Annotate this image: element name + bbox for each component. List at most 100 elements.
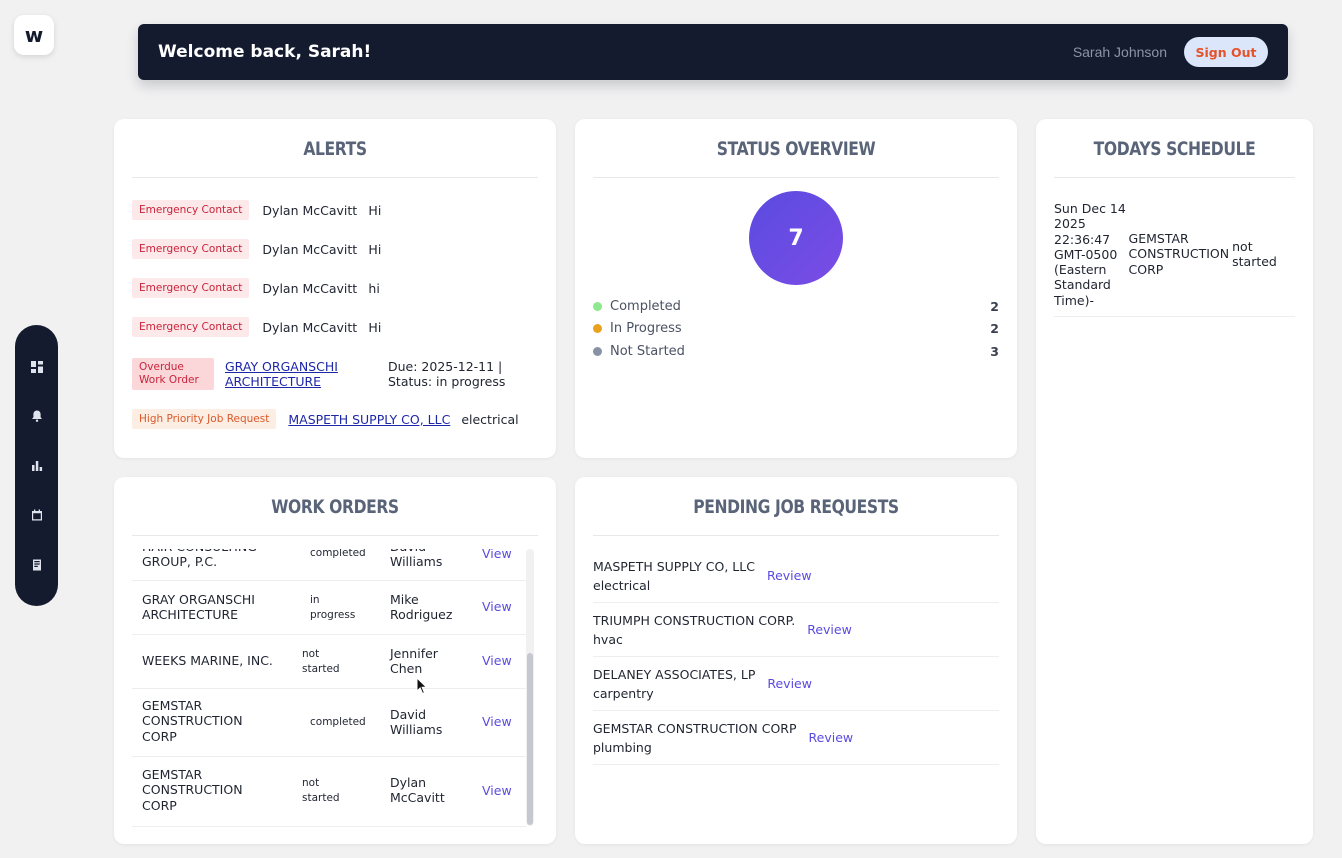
divider [1054,177,1295,178]
nav-documents[interactable] [23,551,51,579]
legend-not-started: Not Started 3 [593,344,999,359]
pending-title: PENDING JOB REQUESTS [615,477,977,535]
bell-icon [31,410,43,422]
job-request-company: GEMSTAR CONSTRUCTION CORP [593,719,797,738]
job-request-company: DELANEY ASSOCIATES, LP [593,665,755,684]
scrollbar-thumb[interactable] [527,653,533,825]
work-order-technician: Jennifer Chen [390,646,470,677]
work-order-status: completed [310,549,370,561]
job-request-trade: electrical [593,576,755,595]
list-item: DELANEY ASSOCIATES, LP carpentry Review [593,657,999,711]
work-order-link[interactable]: GRAY ORGANSCHI ARCHITECTURE [225,359,355,389]
alert-item[interactable]: Emergency Contact Dylan McCavitt hi [132,278,538,298]
list-item: TRIUMPH CONSTRUCTION CORP. hvac Review [593,603,999,657]
job-request-trade: plumbing [593,738,797,757]
table-row: GEMSTAR CONSTRUCTION CORP completed Davi… [132,689,526,757]
legend-count: 3 [990,344,999,359]
scrollbar[interactable] [526,549,534,826]
divider [132,177,538,178]
pending-job-requests-card: PENDING JOB REQUESTS MASPETH SUPPLY CO, … [575,477,1017,844]
legend-in-progress: In Progress 2 [593,321,999,336]
table-row: WEEKS MARINE, INC. not started Jennifer … [132,635,526,689]
todays-schedule-card: TODAYS SCHEDULE Sun Dec 14 2025 22:36:47… [1036,119,1313,844]
alert-item[interactable]: Emergency Contact Dylan McCavitt Hi [132,200,538,220]
nav-reports[interactable] [23,452,51,480]
table-row: GRAY ORGANSCHI ARCHITECTURE in progress … [132,581,526,635]
divider [132,535,538,536]
emergency-badge: Emergency Contact [132,200,249,220]
work-order-technician: Mike Rodriguez [390,592,470,623]
view-link[interactable]: View [482,549,512,561]
alert-item[interactable]: Emergency Contact Dylan McCavitt Hi [132,239,538,259]
mouse-cursor-icon [416,677,428,695]
nav-dashboard[interactable] [23,353,51,381]
job-request-info: TRIUMPH CONSTRUCTION CORP. hvac [593,611,795,649]
alert-message: hi [368,281,379,296]
work-order-status: not started [302,776,342,806]
job-request-info: MASPETH SUPPLY CO, LLC electrical [593,557,755,595]
view-link[interactable]: View [482,599,512,614]
work-orders-list[interactable]: HAIR CONSULTING GROUP, P.C. completed Da… [132,549,526,831]
emergency-badge: Emergency Contact [132,239,249,259]
list-item: MASPETH SUPPLY CO, LLC electrical Review [593,549,999,603]
logo-text: w [25,23,43,47]
work-order-status: not started [302,647,342,677]
alert-contact-name: Dylan McCavitt [262,242,368,257]
schedule-item[interactable]: Sun Dec 14 2025 22:36:47 GMT-0500 (Easte… [1054,201,1295,308]
in-progress-dot [593,324,602,333]
legend-completed: Completed 2 [593,299,999,314]
alerts-card: ALERTS Emergency Contact Dylan McCavitt … [114,119,556,458]
table-row: GEMSTAR CONSTRUCTION CORP not started Dy… [132,757,526,827]
alert-trade: electrical [461,412,518,427]
dashboard-icon [31,361,43,373]
work-order-status: completed [310,715,370,730]
user-name: Sarah Johnson [1073,44,1167,60]
job-request-company: MASPETH SUPPLY CO, LLC [593,557,755,576]
emergency-badge: Emergency Contact [132,278,249,298]
alert-item[interactable]: High Priority Job Request MASPETH SUPPLY… [132,409,538,429]
sign-out-button[interactable]: Sign Out [1184,37,1268,67]
calendar-icon [31,509,43,521]
nav-alerts[interactable] [23,402,51,430]
review-link[interactable]: Review [809,730,854,745]
work-order-company: GRAY ORGANSCHI ARCHITECTURE [142,592,282,623]
job-request-link[interactable]: MASPETH SUPPLY CO, LLC [288,412,450,427]
divider [593,535,999,536]
app-logo[interactable]: w [14,15,54,55]
legend-label: Not Started [610,344,685,359]
schedule-title: TODAYS SCHEDULE [1061,119,1288,177]
user-area: Sarah Johnson Sign Out [1073,37,1268,67]
review-link[interactable]: Review [807,622,852,637]
work-orders-title: WORK ORDERS [154,477,516,535]
job-request-trade: hvac [593,630,795,649]
work-order-technician: Dylan McCavitt [390,775,470,806]
bar-chart-icon [31,460,43,472]
alert-item[interactable]: Emergency Contact Dylan McCavitt Hi [132,317,538,337]
schedule-time: Sun Dec 14 2025 22:36:47 GMT-0500 (Easte… [1054,201,1129,308]
alert-contact-name: Dylan McCavitt [262,320,368,335]
alert-message: Hi [368,242,381,257]
view-link[interactable]: View [482,714,512,729]
review-link[interactable]: Review [767,568,812,583]
alert-contact-name: Dylan McCavitt [262,203,368,218]
view-link[interactable]: View [482,653,512,668]
completed-dot [593,302,602,311]
job-request-info: GEMSTAR CONSTRUCTION CORP plumbing [593,719,797,757]
view-link[interactable]: View [482,783,512,798]
work-order-company: GEMSTAR CONSTRUCTION CORP [142,698,252,744]
alert-item[interactable]: Overdue Work Order GRAY ORGANSCHI ARCHIT… [132,358,538,390]
not-started-dot [593,347,602,356]
alert-message: Hi [368,203,381,218]
legend-label: In Progress [610,321,682,336]
nav-calendar[interactable] [23,501,51,529]
job-request-trade: carpentry [593,684,755,703]
schedule-status: not started [1232,239,1295,308]
status-title: STATUS OVERVIEW [615,119,977,177]
legend-count: 2 [990,321,999,336]
review-link[interactable]: Review [767,676,812,691]
schedule-company: GEMSTAR CONSTRUCTION CORP [1129,231,1233,308]
work-order-company: HAIR CONSULTING GROUP, P.C. [142,549,282,570]
list-item: GEMSTAR CONSTRUCTION CORP plumbing Revie… [593,711,999,765]
legend-count: 2 [990,299,999,314]
total-count-circle: 7 [749,191,843,285]
